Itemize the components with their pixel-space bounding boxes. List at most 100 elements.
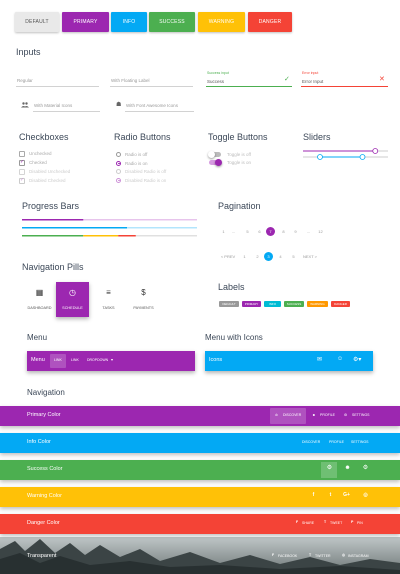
page2-3[interactable]: 3 [264,252,273,261]
navbar-brand[interactable]: Danger Color [27,520,60,526]
dashboard-icon: ▦ [35,288,44,297]
page-12[interactable]: 12 [318,229,323,234]
settings-icon[interactable]: ⚙ [362,465,369,471]
profile-icon: ☻ [312,412,316,417]
toggle-off[interactable] [208,151,221,158]
face-icon[interactable]: ☺ [337,356,344,362]
regular-input[interactable]: Regular [17,78,33,83]
primary-button[interactable]: Primary [62,12,109,32]
dollar-icon: $ [141,288,146,297]
navigation-title: Navigation [27,388,65,397]
checkbox-1[interactable] [19,151,25,157]
nav-link-profile[interactable]: Profile [329,440,344,444]
page2-2[interactable]: 2 [256,254,259,259]
nav-link-settings[interactable]: Settings [351,440,369,444]
material-icons-input[interactable]: With Material Icons [34,103,73,108]
checkbox-label: Unchecked [29,151,52,156]
menu-icons-brand[interactable]: Icons [209,357,223,363]
twitter-icon[interactable]: t [329,492,332,498]
pill-label: Payments [133,306,154,310]
info-button[interactable]: Info [111,12,147,32]
warning-button[interactable]: Warning [198,12,245,32]
facebook-icon[interactable]: f [312,492,315,498]
nav-link-tweet[interactable]: Tweet [330,521,343,525]
checkbox-2[interactable]: ✓ [19,159,25,166]
label-primary: Primary [242,301,261,307]
twitter-icon: t [309,553,312,557]
page2-PREV[interactable]: < PREV [220,254,236,259]
settings-icon[interactable]: ⚙ [326,465,333,471]
menu-dropdown[interactable]: Dropdown [87,358,109,362]
profile-icon[interactable]: ☻ [344,465,351,471]
page2-4[interactable]: 4 [279,254,282,259]
settings-icon[interactable]: ⚙▾ [353,357,362,363]
navbar-brand[interactable]: Primary Color [27,412,61,418]
checkbox-3[interactable] [19,169,25,175]
page-dotsdotsdots[interactable]: ... [231,229,236,234]
nav-link-discover[interactable]: Discover [283,413,302,417]
pill-dashboard[interactable]: ▦ Dashboard [23,282,56,317]
navbar-brand[interactable]: Transparent [27,553,57,559]
fa-underline [125,111,194,112]
nav-link-instagram[interactable]: Instagram [348,554,369,558]
navbar-brand[interactable]: Success Color [27,466,63,472]
menu-brand[interactable]: Menu [31,357,45,363]
navbar-transparent: Transparent f Facebook t Twitter ◎ Instagram [0,547,400,567]
google-plus-icon[interactable]: G+ [343,492,350,498]
nav-link-pin[interactable]: Pin [357,521,363,525]
success-input[interactable]: Success [207,79,225,84]
pill-payments[interactable]: $ Payments [127,282,160,317]
mail-icon[interactable]: ✉ [317,357,323,363]
floating-label-input[interactable]: With Floating Label [111,78,150,83]
nav-link-settings[interactable]: Settings [352,413,370,417]
progress-segment-2 [83,235,119,237]
toggle-on[interactable] [209,159,222,166]
menu-icons-bar: Icons ✉ ☺ ⚙▾ [205,351,373,371]
sliders [303,147,388,167]
page-dotsdotsdots[interactable]: ... [306,229,311,234]
radio-label: Disabled Radio is off [125,169,167,174]
page2-5[interactable]: 5 [292,254,295,259]
menu-link-1[interactable]: Link [54,358,62,362]
page-7[interactable]: 7 [266,227,275,236]
radio-label: Radio is on [125,160,148,166]
nav-link-discover[interactable]: Discover [302,440,321,444]
range-upper-handle[interactable] [359,154,366,160]
page-5[interactable]: 5 [246,229,249,234]
nav-link-twitter[interactable]: Twitter [315,554,331,558]
menu-link-2[interactable]: Link [71,358,79,362]
slider-fill [303,150,376,152]
page2-1[interactable]: 1 [243,254,246,259]
fa-icons-input[interactable]: With Font Awesome Icons [126,103,178,108]
navbar-brand[interactable]: Warning Color [27,493,62,499]
page-6[interactable]: 6 [258,229,261,234]
error-input[interactable]: Error Input [302,79,324,84]
range-lower-handle[interactable] [317,154,323,160]
label-danger: Danger [331,301,350,307]
page-1[interactable]: 1 [222,229,225,234]
slider-handle[interactable] [372,148,379,154]
pill-tasks[interactable]: ≡ Tasks [92,282,125,317]
radio-1[interactable] [116,152,121,157]
page-8[interactable]: 8 [282,229,285,234]
nav-link-facebook[interactable]: Facebook [278,554,298,558]
page-9[interactable]: 9 [294,229,297,234]
sliders-title: Sliders [303,132,331,142]
radio-2[interactable] [116,160,121,166]
success-button[interactable]: Success [149,12,195,32]
nav-link-share[interactable]: Share [302,521,315,525]
pill-label: Schedule [62,306,83,310]
pinterest-icon: p [351,520,354,524]
default-button[interactable]: Default [15,12,59,32]
radio-dot [118,162,120,164]
checkbox-4[interactable]: ✓ [19,177,25,184]
pill-schedule[interactable]: ◷ Schedule [56,282,89,317]
radio-3[interactable] [116,169,121,174]
instagram-icon[interactable]: ◎ [363,492,368,498]
radio-4[interactable] [116,177,121,183]
nav-link-profile[interactable]: Profile [320,413,335,417]
page2-NEXT[interactable]: NEXT > [302,254,318,259]
danger-button[interactable]: Danger [248,12,292,32]
navbar-brand[interactable]: Info Color [27,439,51,445]
list-icon: ≡ [106,288,111,297]
